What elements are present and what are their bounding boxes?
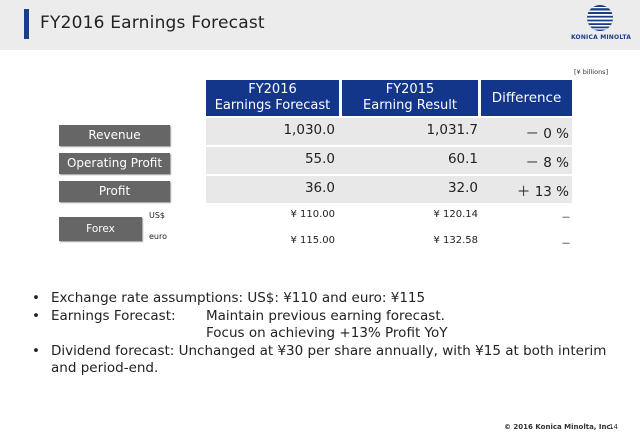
page-title: FY2016 Earnings Forecast	[40, 13, 265, 33]
copyright-notice: © 2016 Konica Minolta, Inc.	[504, 423, 614, 431]
page-number: 14	[609, 423, 618, 431]
column-header-forecast-line1: FY2016	[248, 82, 297, 97]
revenue-result: 1,031.7	[426, 122, 478, 138]
table-row-band	[206, 118, 572, 145]
title-accent-bar	[24, 9, 29, 39]
logo-wordmark: KONICA MINOLTA	[570, 34, 632, 41]
profit-forecast: 36.0	[304, 180, 335, 196]
operating-profit-forecast: 55.0	[304, 151, 335, 167]
forex-euro-forecast: ¥ 115.00	[290, 235, 335, 246]
row-label-operating-profit: Operating Profit	[59, 153, 170, 174]
forex-usd-difference: －	[561, 213, 571, 224]
bullet-dividend-text: Dividend forecast: Unchanged at ¥30 per …	[51, 342, 607, 377]
unit-label: [¥ billions]	[574, 68, 609, 76]
column-header-forecast: FY2016 Earnings Forecast	[206, 80, 339, 116]
operating-profit-result: 60.1	[447, 151, 478, 167]
forex-euro-difference: －	[561, 239, 571, 250]
bullet-exchange-rate: Exchange rate assumptions: US$: ¥110 and…	[32, 290, 612, 308]
forex-currency-usd: US$	[149, 211, 166, 220]
forex-currency-euro: euro	[149, 232, 167, 241]
profit-result: 32.0	[447, 180, 478, 196]
table-row-band	[206, 147, 572, 174]
bullet-earnings-label: Earnings Forecast:	[51, 307, 176, 324]
bullet-dividend: Dividend forecast: Unchanged at ¥30 per …	[32, 343, 612, 378]
table-row-band	[206, 176, 572, 203]
row-label-forex: Forex	[59, 217, 142, 241]
row-label-profit: Profit	[59, 181, 170, 202]
company-logo: KONICA MINOLTA	[570, 4, 632, 46]
column-header-forecast-line2: Earnings Forecast	[214, 98, 331, 113]
column-header-result-line1: FY2015	[385, 82, 435, 97]
bullet-exchange-rate-text: Exchange rate assumptions: US$: ¥110 and…	[51, 290, 426, 306]
bullet-earnings-text: Maintain previous earning forecast.	[206, 307, 445, 324]
profit-difference: ＋ 13 %	[516, 184, 569, 200]
revenue-forecast: 1,030.0	[283, 122, 335, 138]
forex-usd-result: ¥ 120.14	[433, 209, 478, 220]
slide-header: FY2016 Earnings Forecast KONICA MINOLTA	[0, 0, 640, 50]
logo-globe-icon	[587, 5, 613, 31]
revenue-difference: － 0 %	[525, 126, 570, 142]
column-header-difference-line1: Difference	[491, 90, 562, 106]
column-header-result-line2: Earning Result	[363, 98, 457, 113]
bullet-earnings-text2: Focus on achieving +13% Profit YoY	[206, 325, 448, 341]
forex-usd-forecast: ¥ 110.00	[290, 209, 335, 220]
row-label-revenue: Revenue	[59, 125, 170, 146]
bullet-earnings-forecast: Earnings Forecast: Maintain previous earn…	[32, 308, 612, 326]
operating-profit-difference: － 8 %	[525, 155, 570, 171]
column-header-result: FY2015 Earning Result	[342, 80, 478, 116]
bullet-earnings-continuation: Focus on achieving +13% Profit YoY	[32, 325, 612, 343]
column-header-difference: Difference	[481, 80, 572, 116]
forex-euro-result: ¥ 132.58	[433, 235, 478, 246]
bullet-list: Exchange rate assumptions: US$: ¥110 and…	[32, 290, 612, 378]
